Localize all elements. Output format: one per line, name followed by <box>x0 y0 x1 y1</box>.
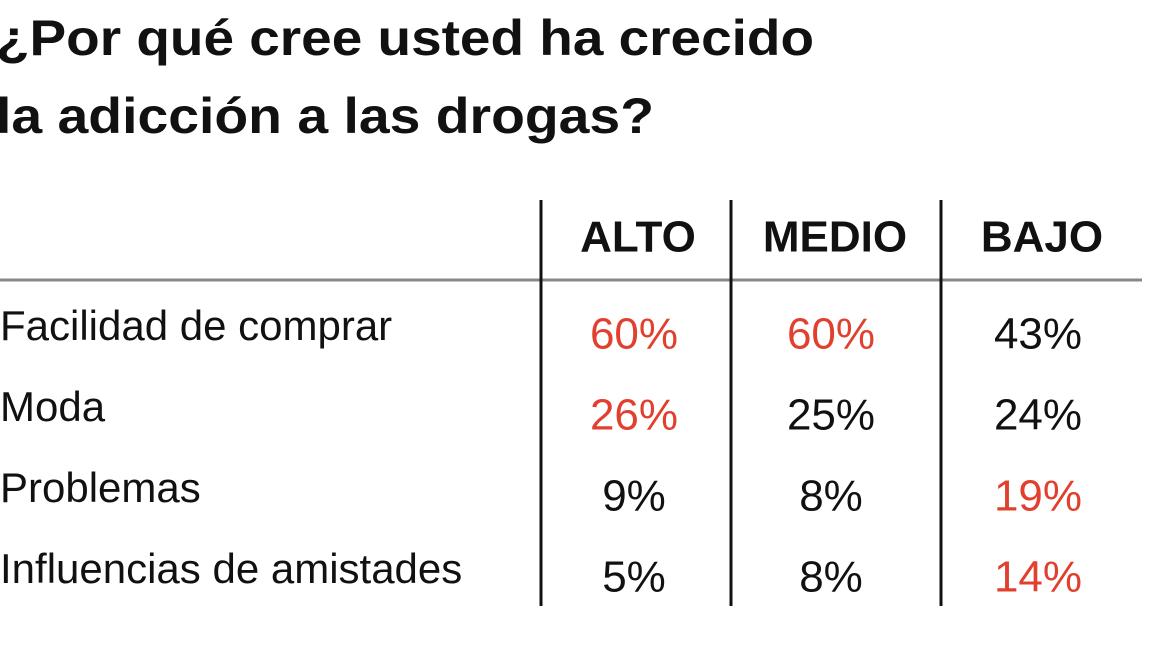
cell-value: 25% <box>787 391 875 440</box>
title-line: la adicción a las drogas? <box>0 88 654 144</box>
cell-value: 26% <box>590 391 678 440</box>
cell-value: 24% <box>994 391 1082 440</box>
row-label: Facilidad de comprar <box>0 302 392 349</box>
cell-value: 43% <box>994 310 1082 359</box>
column-header: BAJO <box>981 213 1103 262</box>
column-header: ALTO <box>580 213 696 262</box>
row-label: Moda <box>0 383 106 430</box>
cell-value: 8% <box>799 472 863 521</box>
cell-value: 5% <box>602 553 666 602</box>
title-line: ¿Por qué cree usted ha crecido <box>0 10 814 66</box>
row-label: Influencias de amistades <box>0 545 462 592</box>
cell-value: 60% <box>787 310 875 359</box>
cell-value: 9% <box>602 472 666 521</box>
row-label: Problemas <box>0 464 201 511</box>
cell-value: 14% <box>994 553 1082 602</box>
cell-value: 60% <box>590 310 678 359</box>
cell-value: 8% <box>799 553 863 602</box>
cell-value: 19% <box>994 472 1082 521</box>
column-header: MEDIO <box>763 213 907 262</box>
